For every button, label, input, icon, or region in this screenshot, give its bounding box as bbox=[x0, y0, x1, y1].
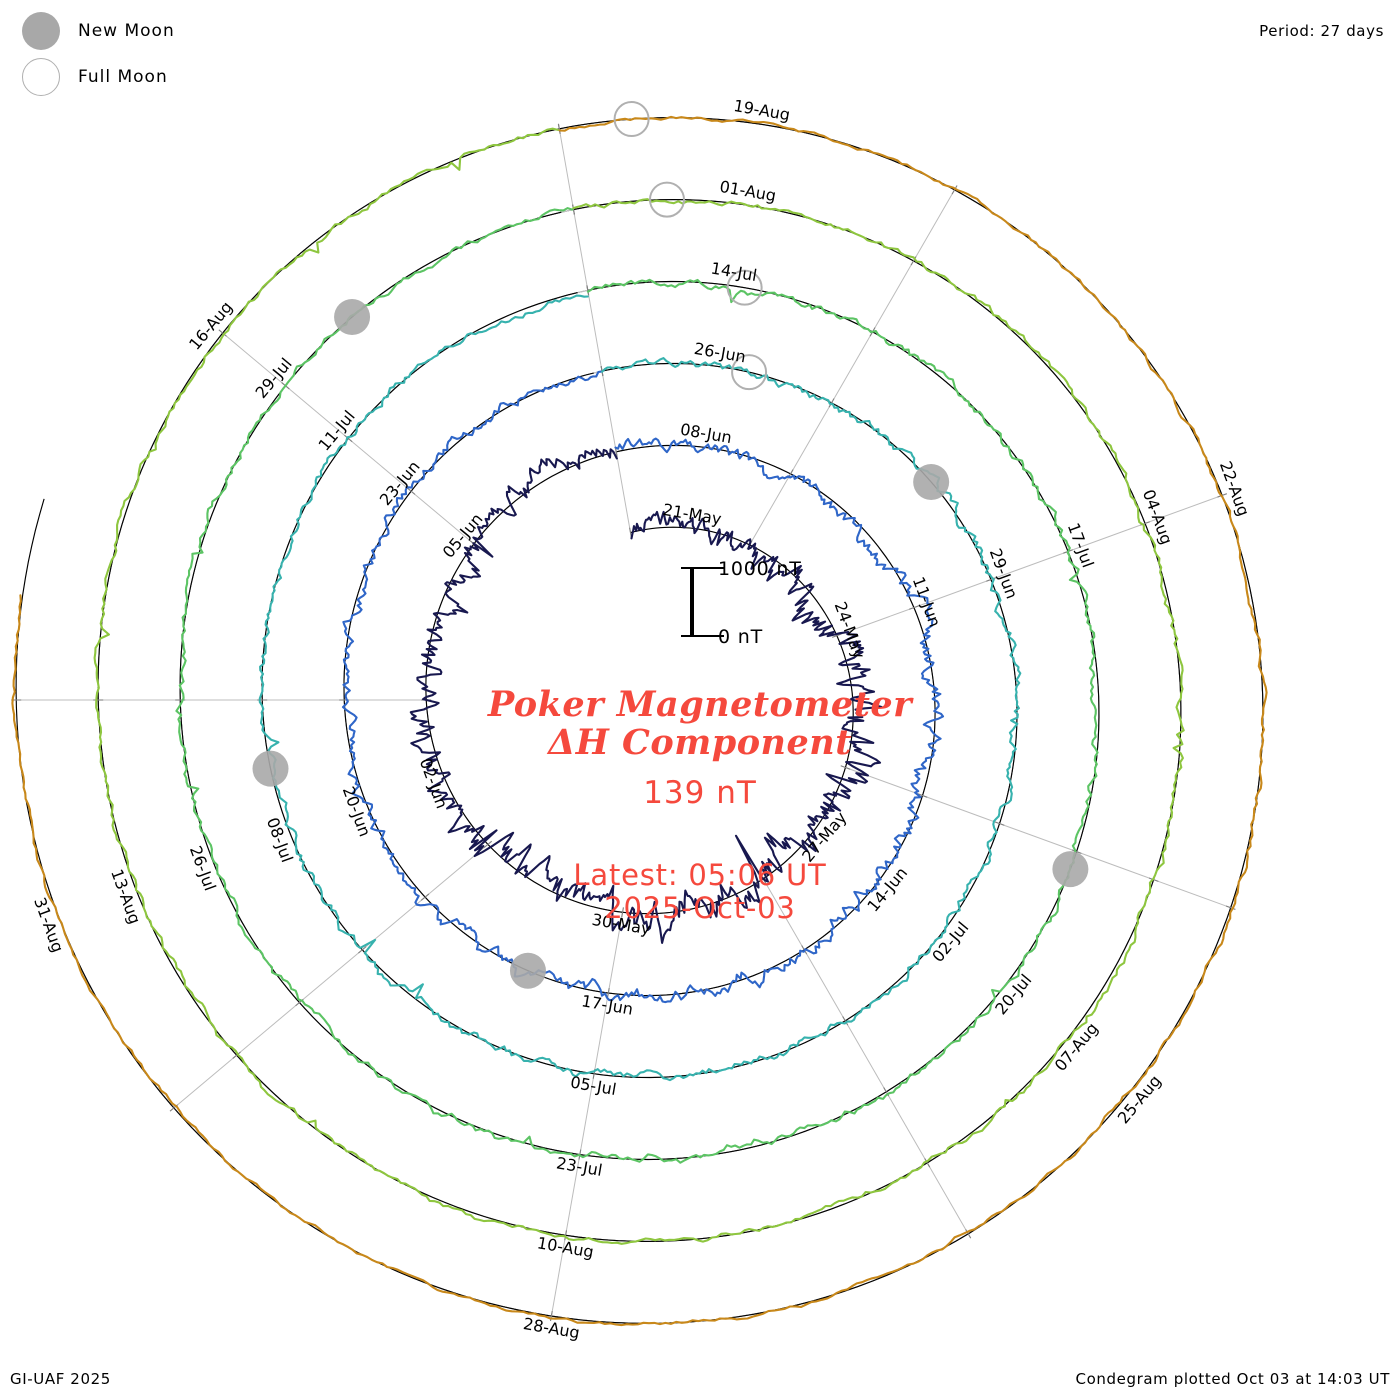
scale-bottom-label: 0 nT bbox=[718, 626, 763, 648]
date-label: 22-Aug bbox=[1216, 459, 1254, 519]
legend-item-full-moon: Full Moon bbox=[22, 54, 175, 100]
date-label: 14-Jul bbox=[710, 259, 759, 286]
moon-markers bbox=[252, 101, 1089, 989]
period-label: Period: 27 days bbox=[1259, 22, 1384, 40]
new-moon-icon bbox=[22, 12, 60, 50]
date-label: 01-Aug bbox=[718, 177, 777, 205]
moon-legend: New Moon Full Moon bbox=[22, 8, 175, 100]
date-label: 08-Jul bbox=[263, 815, 297, 865]
date-label: 05-Jul bbox=[569, 1072, 618, 1099]
date-label: 23-Jul bbox=[555, 1153, 604, 1180]
minor-gridlines bbox=[46, 117, 1264, 1324]
radial-gridlines bbox=[16, 128, 1231, 1317]
date-label: 14-Jun bbox=[863, 863, 911, 915]
date-label: 23-Jun bbox=[376, 457, 424, 509]
date-label: 24-May bbox=[831, 599, 869, 661]
scale-top-label: 1000 nT bbox=[718, 558, 802, 580]
new-moon-label: New Moon bbox=[78, 21, 175, 41]
legend-item-new-moon: New Moon bbox=[22, 8, 175, 54]
date-label: 11-Jun bbox=[909, 574, 945, 629]
date-label: 05-Jun bbox=[439, 509, 487, 561]
date-label: 27-May bbox=[798, 808, 851, 866]
date-label: 26-Jun bbox=[693, 339, 748, 367]
date-label: 26-Jul bbox=[186, 843, 220, 893]
date-label: 02-Jun bbox=[416, 756, 452, 811]
data-traces bbox=[11, 115, 1268, 1327]
date-label: 04-Aug bbox=[1139, 487, 1177, 547]
tick-marks bbox=[11, 123, 1236, 1322]
full-moon-label: Full Moon bbox=[78, 67, 168, 87]
date-label: 29-Jun bbox=[986, 546, 1022, 601]
date-label: 11-Jul bbox=[314, 407, 358, 455]
date-label: 28-Aug bbox=[522, 1314, 581, 1342]
full-moon-icon bbox=[22, 58, 60, 96]
baseline-arcs bbox=[15, 117, 1264, 1324]
credit-label: GI-UAF 2025 bbox=[10, 1370, 111, 1388]
date-label: 29-Jul bbox=[252, 354, 296, 402]
scale-bar bbox=[681, 567, 724, 637]
plot-timestamp: Condegram plotted Oct 03 at 14:03 UT bbox=[1075, 1370, 1390, 1388]
